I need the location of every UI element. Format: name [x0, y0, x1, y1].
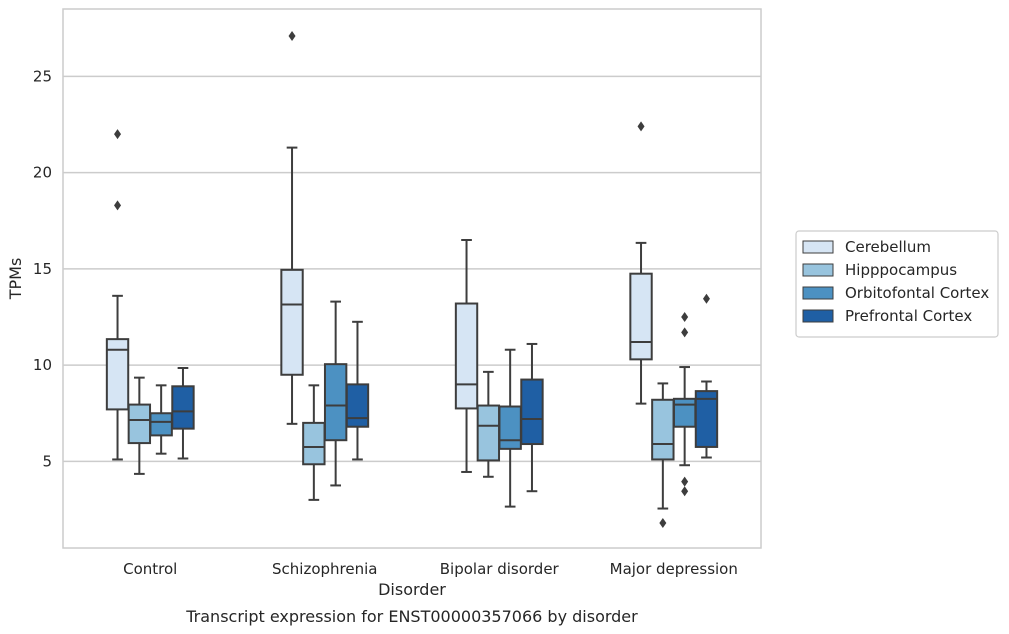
box-1-4 [171, 367, 195, 460]
box-2-1 [280, 30, 304, 425]
chart-caption: Transcript expression for ENST0000035706… [185, 607, 638, 626]
box-body [694, 390, 719, 448]
box-1-1 [105, 129, 130, 461]
legend-item-4: Prefrontal Cortex [802, 307, 972, 325]
y-tick-label-25: 25 [33, 67, 52, 85]
outlier-point-4 [681, 312, 689, 322]
box-4-4 [694, 293, 719, 459]
legend-item-1: Cerebellum [802, 238, 931, 256]
legend-item-2: Hipppocampus [802, 261, 957, 279]
box-4-1 [629, 121, 653, 405]
box-3-2 [476, 370, 501, 478]
legend-swatch [802, 286, 834, 300]
box-body [476, 404, 501, 462]
legend-swatch [802, 309, 834, 323]
legend-label: Cerebellum [845, 238, 931, 256]
y-tick-label-20: 20 [33, 164, 52, 182]
box-body [672, 397, 697, 428]
legend-label: Prefrontal Cortex [845, 307, 972, 325]
box-body [280, 268, 304, 376]
legend-item-3: Orbitofontal Cortex [802, 284, 989, 302]
x-tick-label-2: Schizophrenia [272, 560, 377, 578]
outlier-point-1 [659, 517, 667, 528]
outlier-point-2 [681, 476, 689, 487]
x-axis-ticks: Control Schizophrenia Bipolar disorder Majo… [123, 560, 738, 578]
box-body [127, 403, 152, 445]
legend-label: Hipppocampus [845, 261, 957, 279]
box-plots [105, 30, 719, 528]
y-tick-label-15: 15 [33, 260, 52, 278]
outlier-point-2 [114, 129, 122, 140]
box-body [629, 272, 653, 361]
box-2-2 [302, 384, 326, 501]
outlier-point-1 [114, 200, 122, 211]
box-2-4 [345, 320, 370, 461]
box-3-4 [520, 342, 544, 493]
legend-frame [795, 230, 999, 338]
box-1-2 [127, 376, 152, 475]
y-axis-label: TPMs [6, 258, 25, 301]
plot-frame [62, 8, 762, 549]
x-tick-label-1: Control [123, 560, 177, 578]
legend: Cerebellum Hipppocampus Orbitofontal Corte… [795, 230, 999, 338]
box-body [520, 378, 544, 446]
box-3-1 [454, 239, 479, 473]
y-axis-ticks: 5 10 15 20 25 [33, 67, 52, 470]
grid-lines [63, 75, 761, 463]
box-4-3 [672, 312, 697, 497]
box-3-3 [498, 348, 522, 508]
x-tick-label-3: Bipolar disorder [440, 560, 560, 578]
x-tick-label-4: Major depression [610, 560, 738, 578]
outlier-point-1 [288, 30, 296, 41]
box-4-2 [651, 382, 675, 528]
box-body [302, 421, 326, 466]
outlier-point-3 [681, 327, 689, 338]
outlier-point-1 [702, 293, 710, 304]
box-body [454, 302, 479, 410]
legend-swatch [802, 240, 834, 254]
box-body [105, 338, 130, 411]
box-body [149, 412, 173, 437]
y-tick-label-10: 10 [33, 356, 52, 374]
box-2-3 [323, 300, 348, 487]
box-body [498, 405, 522, 450]
x-axis-label: Disorder [378, 580, 446, 599]
legend-label: Orbitofontal Cortex [845, 284, 989, 302]
box-1-3 [149, 384, 173, 455]
outlier-point-1 [681, 486, 689, 497]
outlier-point-1 [637, 121, 645, 132]
box-body [323, 363, 348, 442]
box-body [345, 383, 370, 428]
box-body [171, 385, 195, 430]
legend-swatch [802, 263, 834, 277]
y-tick-label-5: 5 [42, 452, 52, 470]
box-body [651, 398, 675, 461]
